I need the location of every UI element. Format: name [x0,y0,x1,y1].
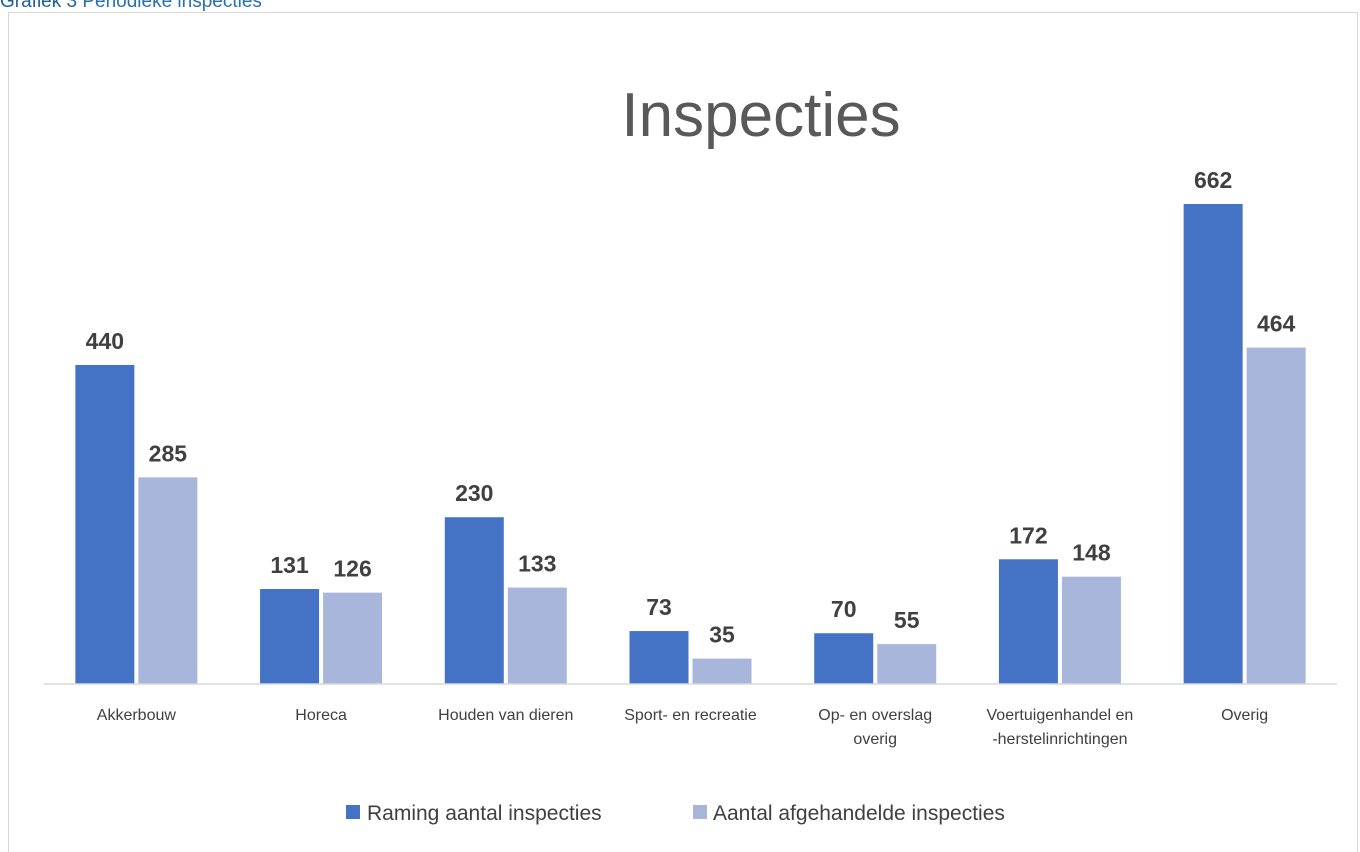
bar-voertuigenhandel-en-herstelinrichtingen-series-2 [1061,576,1121,684]
caption-text: Periodieke inspecties [82,0,262,12]
bar-akkerbouw-series-2 [138,477,198,684]
data-label-sport-en-recreatie-series-2: 35 [709,622,735,648]
bar-horeca-series-1 [260,589,320,684]
x-tick-label-overig: Overig [1221,707,1268,724]
bar-op-en-overslag-overig-series-2 [877,644,937,684]
x-tick-label-op-en-overslag-overig: Op- en overslag overig [818,707,932,748]
chart-title: Inspecties [621,81,900,150]
data-label-voertuigenhandel-en-herstelinrichtingen-series-2: 148 [1072,540,1111,566]
caption-label: Grafiek 3 [0,0,78,12]
bar-horeca-series-2 [323,592,383,684]
data-label-sport-en-recreatie-series-1: 73 [646,594,672,620]
bar-akkerbouw-series-1 [75,364,135,684]
data-label-houden-van-dieren-series-1: 230 [455,480,493,506]
data-label-houden-van-dieren-series-2: 133 [518,551,556,577]
bar-houden-van-dieren-series-2 [507,587,567,684]
legend-label-series-1: Raming aantal inspecties [367,802,602,825]
x-tick-labels: Akkerbouw Horeca Houden van dieren Sport- e… [97,707,1268,748]
data-label-horeca-series-2: 126 [333,556,371,582]
data-label-op-en-overslag-overig-series-1: 70 [831,596,857,622]
data-label-horeca-series-1: 131 [270,552,309,578]
x-tick-label-houden-van-dieren: Houden van dieren [438,707,573,724]
legend-swatch-series-2 [693,805,707,819]
bars-group: 440 285 131 126 230 133 73 35 70 55 172 148 662 464 [75,167,1306,684]
x-tick-label-akkerbouw: Akkerbouw [97,707,177,724]
x-tick-label-sport-en-recreatie: Sport- en recreatie [624,707,757,724]
data-label-voertuigenhandel-en-herstelinrichtingen-series-1: 172 [1009,522,1047,548]
chart-frame [8,12,1358,852]
figure-caption: Grafiek 3 Periodieke inspecties [0,0,262,13]
bar-op-en-overslag-overig-series-1 [814,633,874,684]
data-label-overig-series-2: 464 [1257,311,1296,337]
legend-label-series-2: Aantal afgehandelde inspecties [713,802,1005,825]
bar-voertuigenhandel-en-herstelinrichtingen-series-1 [998,559,1058,684]
bar-overig-series-1 [1183,204,1243,684]
data-label-overig-series-1: 662 [1194,167,1232,193]
bar-overig-series-2 [1246,347,1306,684]
data-label-akkerbouw-series-1: 440 [86,328,124,354]
bar-sport-en-recreatie-series-2 [692,658,752,684]
legend-swatch-series-1 [346,805,360,819]
x-tick-label-voertuigenhandel-en-herstelinrichtingen: Voertuigenhandel en -herstelinrichtingen [987,707,1134,748]
bar-houden-van-dieren-series-1 [444,517,504,684]
x-tick-label-horeca: Horeca [295,707,347,724]
legend: Raming aantal inspecties Aantal afgehande… [346,802,1005,825]
bar-sport-en-recreatie-series-1 [629,631,689,684]
data-label-op-en-overslag-overig-series-2: 55 [894,607,920,633]
data-label-akkerbouw-series-2: 285 [149,440,188,466]
